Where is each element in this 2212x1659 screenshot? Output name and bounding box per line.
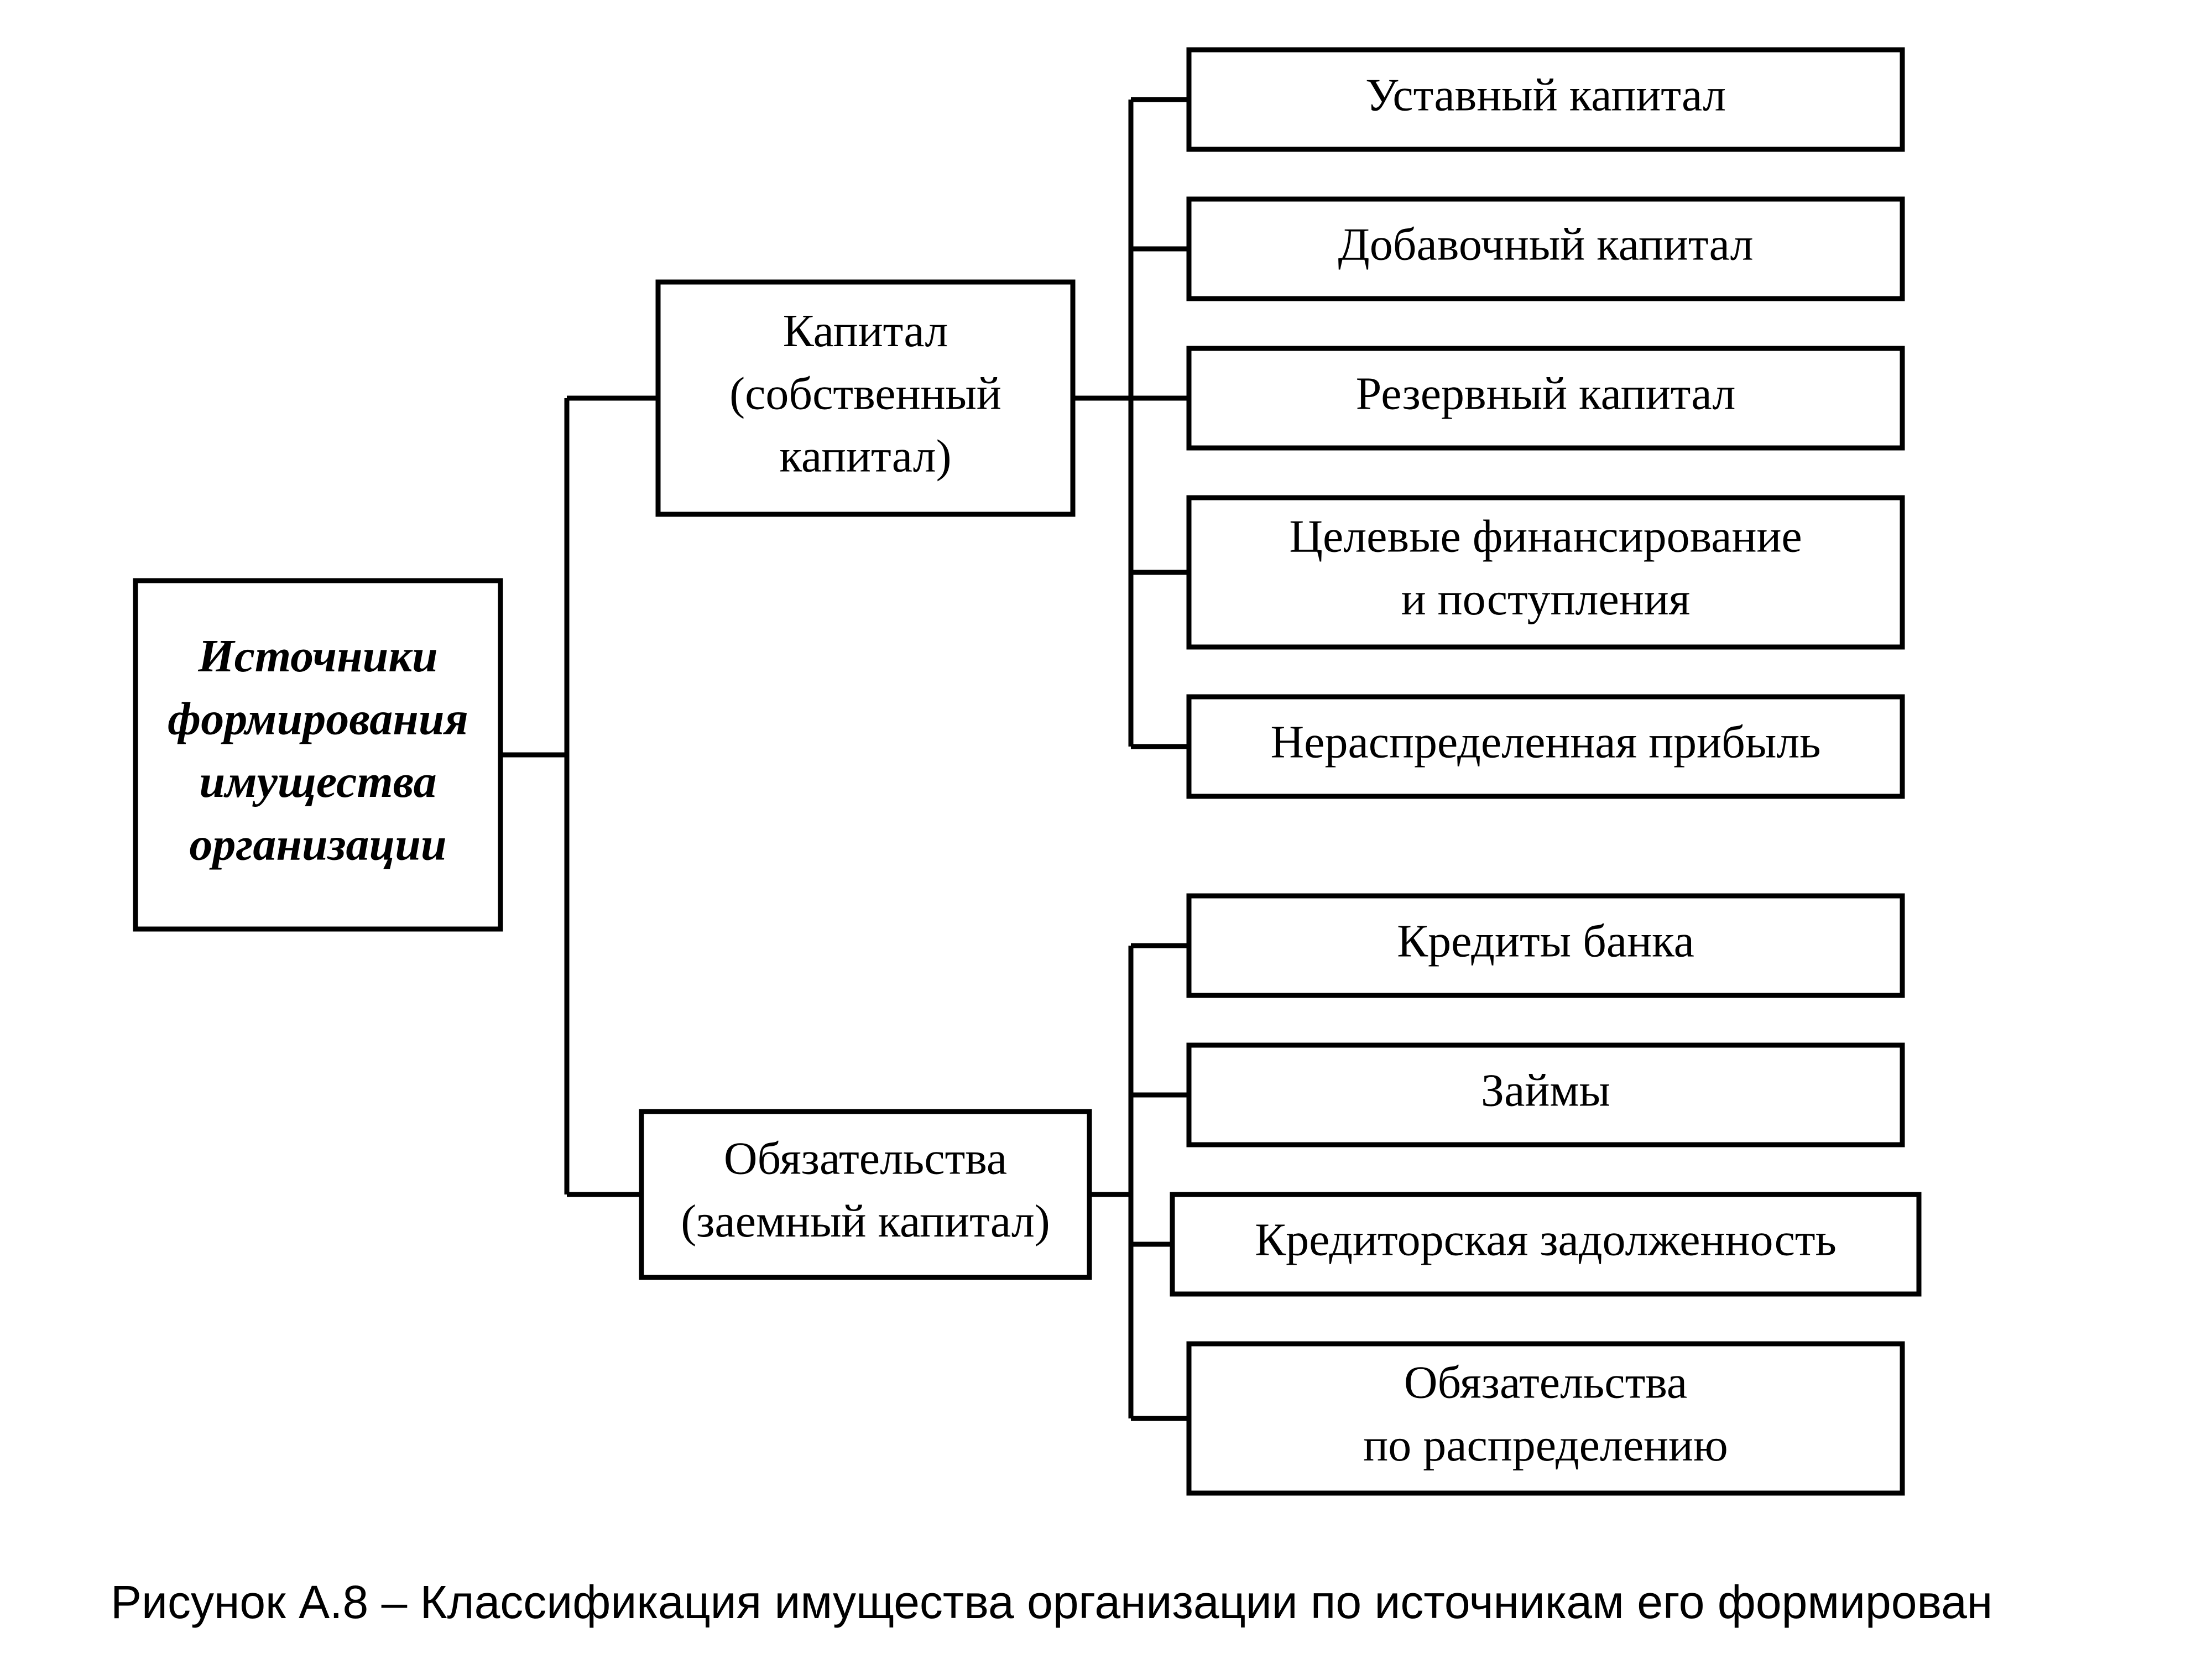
svg-text:(заемный капитал): (заемный капитал) [681,1196,1050,1247]
svg-text:Целевые финансирование: Целевые финансирование [1289,511,1802,562]
svg-text:Займы: Займы [1481,1065,1610,1116]
svg-text:капитал): капитал) [779,431,951,482]
svg-text:Нераспределенная прибыль: Нераспределенная прибыль [1271,716,1821,768]
node-l3: Кредиторская задолженность [1172,1194,1919,1294]
node-capital: Капитал (собственный капитал) [658,282,1073,514]
svg-text:Кредиты банка: Кредиты банка [1397,915,1694,967]
node-c3: Резервный капитал [1189,348,1902,448]
svg-text:Обязательства: Обязательства [1404,1357,1687,1408]
node-root: Источники формирования имущества организаци… [135,581,500,929]
node-c5: Нераспределенная прибыль [1189,697,1902,796]
node-c4: Целевые финансирование и поступления [1189,498,1902,647]
svg-text:Капитал: Капитал [783,305,948,357]
svg-text:Добавочный капитал: Добавочный капитал [1338,218,1753,270]
node-l2: Займы [1189,1045,1902,1145]
node-c1: Уставный капитал [1189,50,1902,149]
svg-text:по распределению: по распределению [1363,1420,1728,1471]
classification-diagram: Источники формирования имущества организаци… [0,0,2212,1659]
svg-text:(собственный: (собственный [729,368,1001,419]
svg-text:Уставный капитал: Уставный капитал [1365,69,1726,121]
svg-text:и поступления: и поступления [1401,573,1691,625]
node-l4: Обязательства по распределению [1189,1344,1902,1493]
node-c2: Добавочный капитал [1189,199,1902,299]
svg-text:Источники: Источники [197,630,437,682]
svg-text:имущества: имущества [199,756,436,807]
svg-text:Кредиторская задолженность: Кредиторская задолженность [1255,1214,1837,1265]
figure-caption: Рисунок А.8 – Классификация имущества ор… [111,1576,1992,1628]
node-liab: Обязательства (заемный капитал) [641,1112,1089,1277]
svg-text:Резервный капитал: Резервный капитал [1356,368,1736,419]
node-l1: Кредиты банка [1189,896,1902,995]
svg-text:Обязательства: Обязательства [724,1133,1007,1185]
svg-text:формирования: формирования [168,693,468,745]
svg-text:организации: организации [189,818,446,870]
